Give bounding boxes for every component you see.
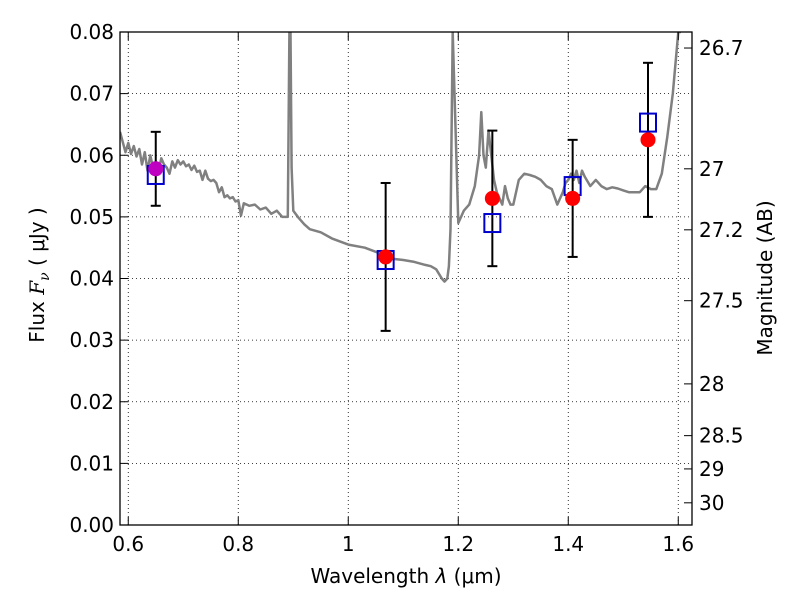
spectrum-series [120, 32, 681, 283]
plot-frame [119, 31, 693, 526]
y2-tick-label: 28.5 [699, 424, 744, 448]
x-tick-label: 1.2 [442, 532, 474, 556]
spectrum-line [120, 32, 681, 283]
y-tick-labels: 0.00 0.01 0.02 0.03 0.04 0.05 0.06 0.07 0.08 [69, 20, 114, 537]
observed-point [565, 190, 581, 206]
x-tick-label: 1.4 [552, 532, 584, 556]
y2-tick-label: 27.5 [699, 289, 744, 313]
y-tick-label: 0.05 [69, 205, 114, 229]
y-axis-label: Flux Fν ( μJy ) [25, 207, 53, 342]
observed-point [484, 190, 500, 206]
y2-tick-label: 26.7 [699, 36, 744, 60]
model-square [639, 112, 657, 133]
observed-point [640, 132, 656, 148]
y2-tick-label: 27.2 [699, 218, 744, 242]
x-axis-label: Wavelength λ (μm) [310, 564, 501, 588]
y-tick-label: 0.00 [69, 513, 114, 537]
observed-point [148, 161, 164, 177]
y2-axis-label: Magnitude (AB) [753, 200, 777, 355]
y-tick-label: 0.06 [69, 143, 114, 167]
x-tick-label: 1.6 [662, 532, 694, 556]
y2-tick-label: 29 [699, 457, 724, 481]
y2-tick-labels: 26.7 27 27.2 27.5 28 28.5 29 30 [699, 36, 744, 515]
y-tick-label: 0.08 [69, 20, 114, 44]
y2-tick-label: 27 [699, 157, 724, 181]
y-tick-label: 0.01 [69, 451, 114, 475]
grid [120, 31, 692, 526]
y-tick-label: 0.02 [69, 390, 114, 414]
x-tick-label: 0.8 [222, 532, 254, 556]
x-tick-label: 0.6 [112, 532, 144, 556]
y2-tick-label: 30 [699, 491, 724, 515]
y2-tick-label: 28 [699, 372, 724, 396]
observed-points-series [148, 132, 656, 265]
model-square [483, 213, 502, 234]
y-tick-label: 0.04 [69, 267, 114, 291]
y-tick-label: 0.07 [69, 82, 114, 106]
x-tick-labels: 0.6 0.8 1 1.2 1.4 1.6 [112, 532, 694, 556]
x-tick-label: 1 [342, 532, 355, 556]
axis-ticks [120, 31, 692, 526]
y-tick-label: 0.03 [69, 328, 114, 352]
observed-point [378, 249, 394, 265]
